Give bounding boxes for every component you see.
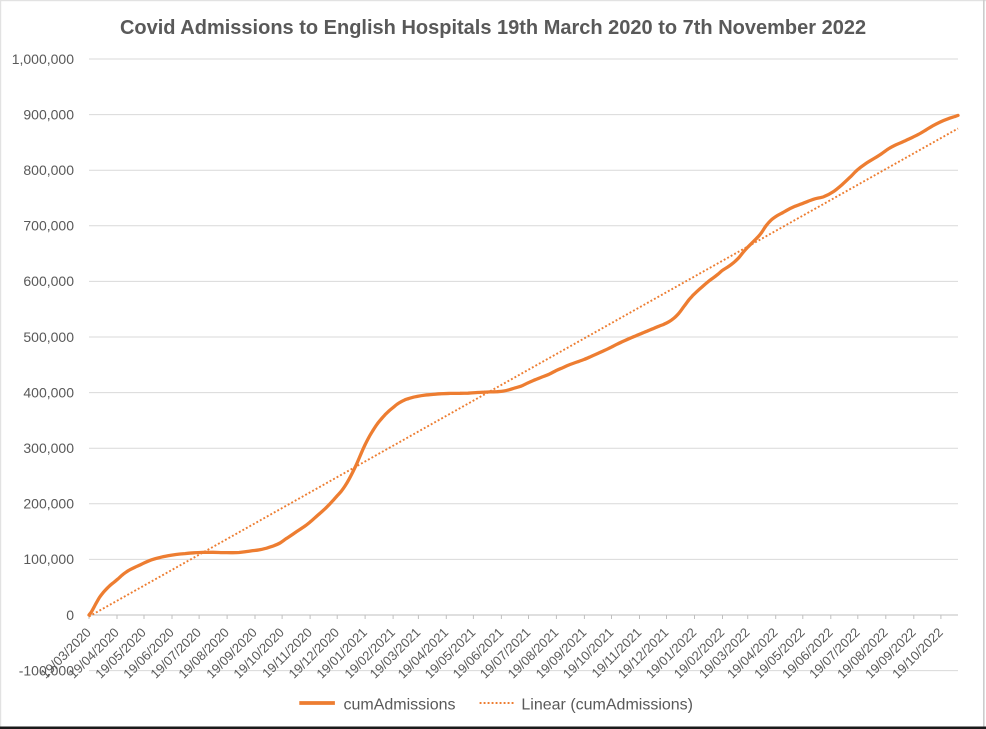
svg-text:500,000: 500,000 (23, 329, 74, 345)
svg-text:300,000: 300,000 (23, 440, 74, 456)
svg-text:-100,000: -100,000 (19, 662, 74, 678)
svg-text:cumAdmissions: cumAdmissions (344, 696, 456, 713)
svg-text:600,000: 600,000 (23, 273, 74, 289)
svg-text:800,000: 800,000 (23, 162, 74, 178)
svg-text:200,000: 200,000 (23, 496, 74, 512)
svg-text:700,000: 700,000 (23, 218, 74, 234)
svg-text:Linear (cumAdmissions): Linear (cumAdmissions) (521, 696, 693, 713)
svg-text:1,000,000: 1,000,000 (12, 51, 74, 67)
svg-text:100,000: 100,000 (23, 551, 74, 567)
svg-text:Covid Admissions to English Ho: Covid Admissions to English Hospitals 19… (120, 17, 866, 39)
svg-text:400,000: 400,000 (23, 384, 74, 400)
svg-text:900,000: 900,000 (23, 106, 74, 122)
svg-text:0: 0 (66, 607, 74, 623)
